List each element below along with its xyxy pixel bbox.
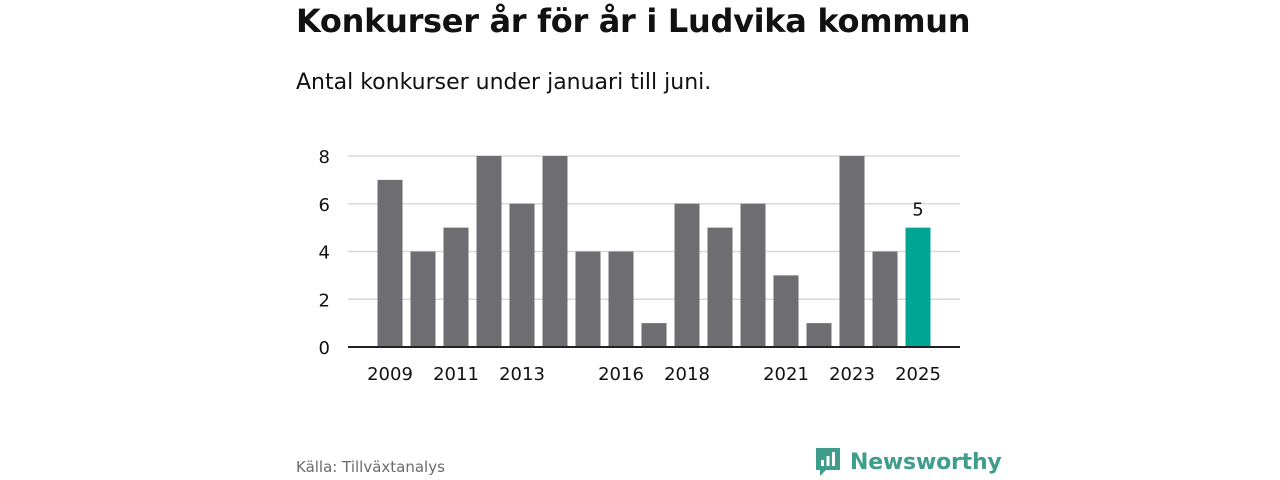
y-axis-labels: 0 2 4 6 8 bbox=[319, 147, 330, 359]
y-tick-label: 2 bbox=[319, 290, 330, 311]
data-label: 5 bbox=[912, 200, 923, 221]
bar-2021 bbox=[773, 275, 799, 347]
x-tick-label: 2016 bbox=[598, 364, 644, 385]
brand-name: Newsworthy bbox=[850, 449, 1002, 475]
chart-title: Konkurser år för år i Ludvika kommun bbox=[296, 2, 971, 40]
x-tick-label: 2025 bbox=[895, 364, 941, 385]
grid-lines bbox=[348, 155, 960, 300]
newsworthy-logo-icon bbox=[816, 448, 840, 476]
source-note: Källa: Tillväxtanalys bbox=[296, 458, 445, 476]
bar-2018 bbox=[674, 203, 700, 347]
brand-logo: Newsworthy bbox=[814, 446, 1002, 478]
bar-2020 bbox=[740, 203, 766, 347]
bar-2024 bbox=[872, 251, 898, 347]
bar-2014 bbox=[542, 156, 568, 347]
data-labels: 5 bbox=[912, 200, 923, 221]
bar-2015 bbox=[575, 251, 601, 347]
bar-2023 bbox=[839, 156, 865, 347]
bar-chart: 0 2 4 6 8 2009 2011 2013 2016 2018 2021 2023 2025 5 bbox=[319, 147, 960, 385]
x-tick-label: 2021 bbox=[763, 364, 809, 385]
bar-2009 bbox=[377, 179, 403, 347]
y-tick-label: 8 bbox=[319, 147, 330, 168]
bar-2013 bbox=[509, 203, 535, 347]
bar-2011 bbox=[443, 227, 469, 347]
y-tick-label: 4 bbox=[319, 243, 330, 264]
x-axis-labels: 2009 2011 2013 2016 2018 2021 2023 2025 bbox=[367, 364, 941, 385]
x-tick-label: 2013 bbox=[499, 364, 545, 385]
bar-2025 bbox=[905, 227, 931, 347]
x-tick-label: 2018 bbox=[664, 364, 710, 385]
y-tick-label: 6 bbox=[319, 195, 330, 216]
bar-2022 bbox=[806, 323, 832, 347]
bar-2017 bbox=[641, 323, 667, 347]
bar-2010 bbox=[410, 251, 436, 347]
chart-subtitle: Antal konkurser under januari till juni. bbox=[296, 70, 712, 95]
bar-2019 bbox=[707, 227, 733, 347]
bars bbox=[377, 156, 931, 347]
y-tick-label: 0 bbox=[319, 338, 330, 359]
x-tick-label: 2023 bbox=[829, 364, 875, 385]
bar-2012 bbox=[476, 156, 502, 347]
x-tick-label: 2011 bbox=[433, 364, 479, 385]
bar-2016 bbox=[608, 251, 634, 347]
x-tick-label: 2009 bbox=[367, 364, 413, 385]
